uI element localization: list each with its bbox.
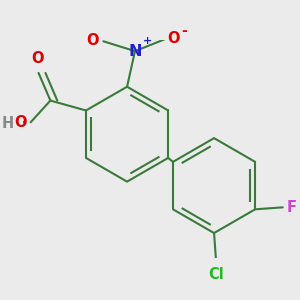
Text: -: - xyxy=(182,24,187,38)
Text: O: O xyxy=(168,31,180,46)
Text: H: H xyxy=(2,116,14,131)
Text: +: + xyxy=(143,36,152,46)
Text: O: O xyxy=(14,115,27,130)
Text: O: O xyxy=(31,51,44,66)
Text: N: N xyxy=(128,44,142,59)
Text: O: O xyxy=(86,33,98,48)
Text: Cl: Cl xyxy=(208,267,224,282)
Text: F: F xyxy=(287,200,297,215)
